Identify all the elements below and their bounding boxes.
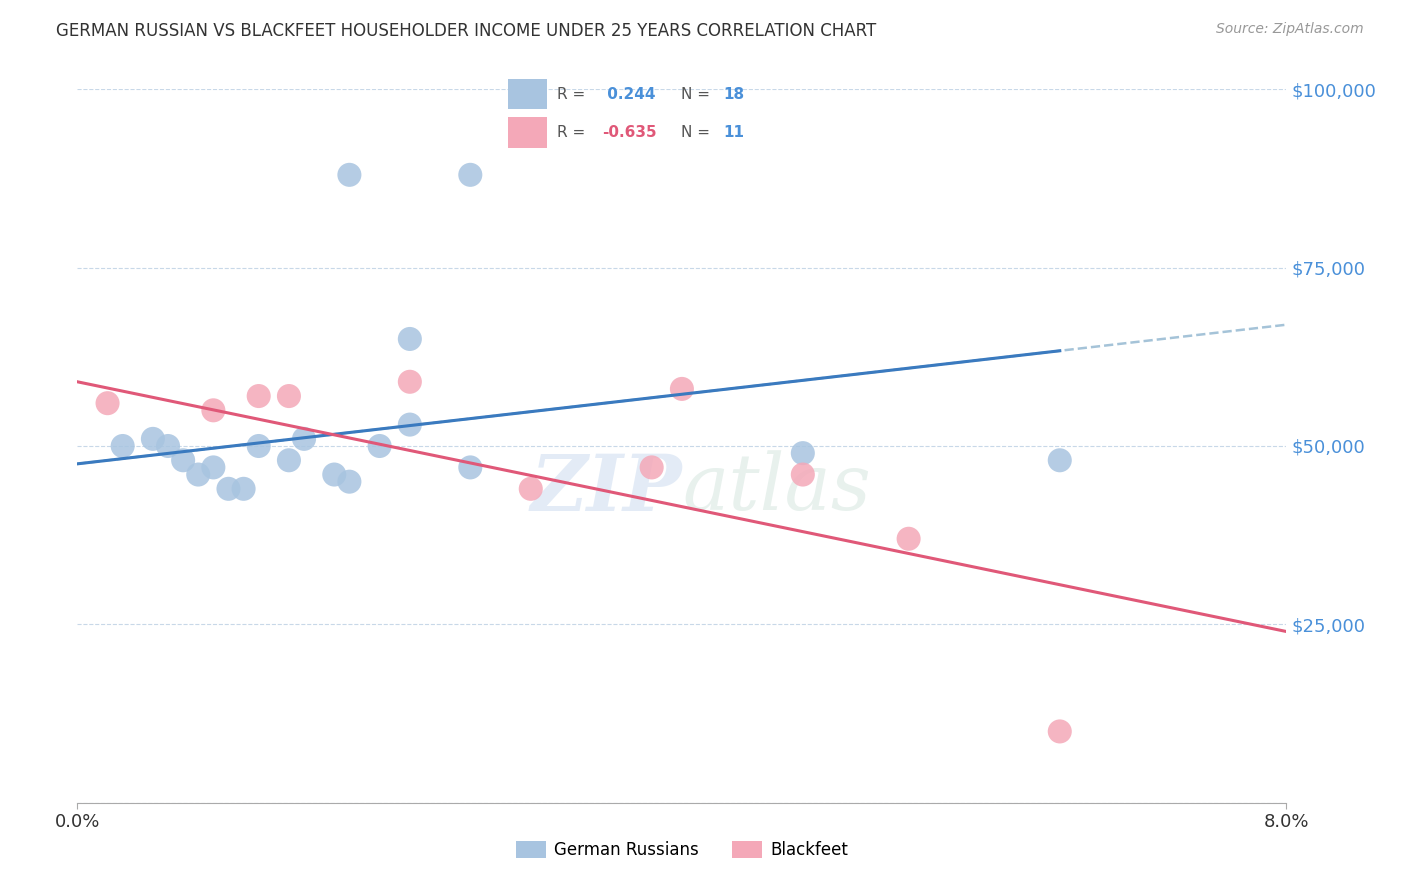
Point: [368, 439, 391, 453]
Point: [399, 375, 422, 389]
Point: [520, 482, 543, 496]
Text: 11: 11: [723, 125, 744, 140]
Point: [460, 168, 482, 182]
Point: [202, 460, 225, 475]
Point: [202, 403, 225, 417]
Point: [1049, 453, 1071, 467]
Point: [641, 460, 664, 475]
Point: [278, 389, 301, 403]
Text: 0.244: 0.244: [602, 87, 655, 102]
Point: [792, 446, 814, 460]
Point: [339, 475, 360, 489]
Point: [897, 532, 920, 546]
Point: [96, 396, 118, 410]
Point: [172, 453, 194, 467]
Text: N =: N =: [681, 87, 714, 102]
Point: [671, 382, 693, 396]
Legend: German Russians, Blackfeet: German Russians, Blackfeet: [509, 834, 855, 866]
Point: [157, 439, 180, 453]
Point: [232, 482, 254, 496]
Text: R =: R =: [557, 125, 589, 140]
Text: N =: N =: [681, 125, 714, 140]
Text: ZIP: ZIP: [530, 450, 682, 527]
Point: [292, 432, 315, 446]
Text: GERMAN RUSSIAN VS BLACKFEET HOUSEHOLDER INCOME UNDER 25 YEARS CORRELATION CHART: GERMAN RUSSIAN VS BLACKFEET HOUSEHOLDER …: [56, 22, 876, 40]
Point: [323, 467, 346, 482]
Point: [1049, 724, 1071, 739]
Point: [187, 467, 209, 482]
Point: [792, 467, 814, 482]
Text: atlas: atlas: [682, 450, 870, 527]
Text: Source: ZipAtlas.com: Source: ZipAtlas.com: [1216, 22, 1364, 37]
Point: [460, 460, 482, 475]
Point: [247, 439, 270, 453]
Text: 18: 18: [723, 87, 744, 102]
FancyBboxPatch shape: [508, 79, 547, 110]
Point: [142, 432, 165, 446]
Text: -0.635: -0.635: [602, 125, 657, 140]
FancyBboxPatch shape: [508, 117, 547, 147]
Point: [399, 417, 422, 432]
Text: R =: R =: [557, 87, 589, 102]
Point: [111, 439, 134, 453]
Point: [247, 389, 270, 403]
Point: [399, 332, 422, 346]
Point: [218, 482, 240, 496]
Point: [278, 453, 301, 467]
Point: [339, 168, 360, 182]
